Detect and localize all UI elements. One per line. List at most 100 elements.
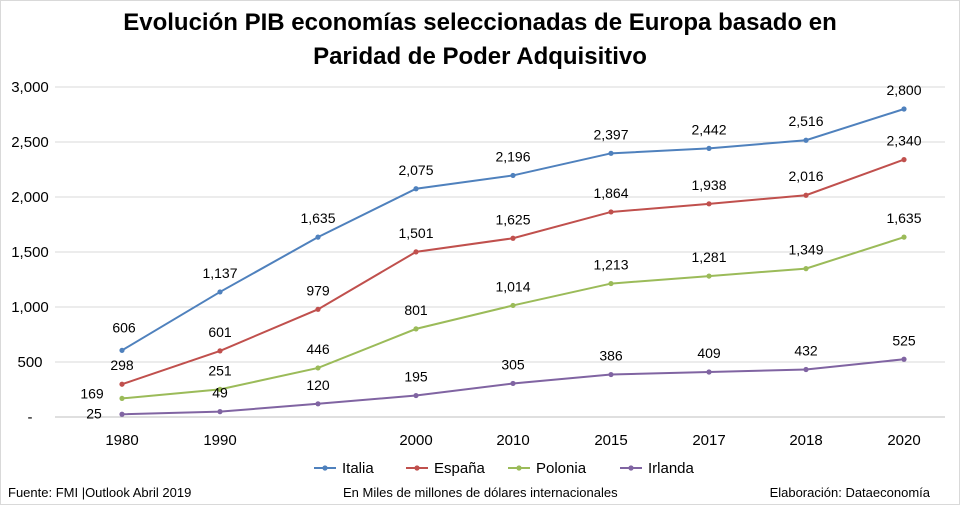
data-label: 1,501 xyxy=(398,225,433,241)
data-point xyxy=(803,192,809,198)
data-label: 2,800 xyxy=(886,82,921,98)
data-point xyxy=(901,106,907,112)
data-point xyxy=(413,326,419,332)
data-label: 606 xyxy=(112,319,136,335)
data-label: 2,016 xyxy=(788,168,823,184)
data-label: 195 xyxy=(404,369,428,385)
data-label: 2,397 xyxy=(593,126,628,142)
data-point xyxy=(706,145,712,151)
data-label: 1,137 xyxy=(202,265,237,281)
data-point xyxy=(803,137,809,143)
chart-title-line-1: Evolución PIB economías seleccionadas de… xyxy=(123,9,837,36)
chart-title: Evolución PIB economías seleccionadas de… xyxy=(0,6,960,74)
data-point xyxy=(706,369,712,375)
data-point xyxy=(510,380,516,387)
data-point xyxy=(315,401,321,407)
data-label: 169 xyxy=(80,385,104,401)
data-label: 25 xyxy=(86,405,102,421)
x-tick-label: 2000 xyxy=(399,432,432,449)
data-point xyxy=(119,411,125,417)
data-label: 1,625 xyxy=(495,211,530,227)
y-tick-label: 1,000 xyxy=(11,299,49,316)
data-label: 1,864 xyxy=(593,185,628,201)
x-tick-label: 1980 xyxy=(105,432,138,449)
data-point xyxy=(217,386,223,392)
y-axis: - 500 1,000 1,500 2,000 2,500 3,000 xyxy=(11,79,49,426)
data-point xyxy=(413,392,419,399)
data-label: 409 xyxy=(697,345,721,361)
x-tick-label: 2017 xyxy=(692,432,725,449)
legend-label: Irlanda xyxy=(648,460,695,477)
legend: Italia España Polonia Irlanda xyxy=(314,460,695,477)
x-axis: 1980 1990 2000 2010 2015 2017 2018 2020 xyxy=(55,416,945,449)
legend-marker xyxy=(516,465,522,471)
data-point xyxy=(119,395,125,402)
legend-label: Italia xyxy=(342,460,374,477)
x-tick-label: 2020 xyxy=(887,432,920,449)
data-label: 2,442 xyxy=(691,121,726,137)
data-label: 1,281 xyxy=(691,249,726,265)
y-tick-label: 2,000 xyxy=(11,189,49,206)
data-label: 1,213 xyxy=(593,257,628,273)
data-label: 2,196 xyxy=(495,148,530,164)
data-labels: 606 1,137 1,635 2,075 2,196 2,397 2,442 2,516 2,… xyxy=(80,82,921,421)
data-point xyxy=(608,209,614,215)
footer-units: En Miles de millones de dólares internac… xyxy=(343,485,618,500)
legend-marker xyxy=(322,465,328,471)
data-point xyxy=(510,172,516,179)
data-point xyxy=(608,280,614,287)
data-label: 298 xyxy=(110,357,134,373)
data-point xyxy=(803,366,809,373)
data-label: 601 xyxy=(208,324,232,340)
x-tick-label: 1990 xyxy=(203,432,236,449)
data-point xyxy=(217,409,223,415)
y-tick-label: 3,000 xyxy=(11,79,49,96)
footer-credit: Elaboración: Dataeconomía xyxy=(769,485,930,500)
data-label: 979 xyxy=(306,282,330,298)
data-point xyxy=(901,234,907,240)
legend-marker xyxy=(414,465,420,471)
data-point xyxy=(315,234,321,240)
data-point xyxy=(413,186,419,192)
data-label: 801 xyxy=(404,302,428,318)
series-lines xyxy=(119,106,907,417)
data-label: 2,516 xyxy=(788,113,823,129)
data-point xyxy=(119,381,125,387)
data-label: 386 xyxy=(599,348,623,364)
data-label: 432 xyxy=(794,342,818,358)
data-label: 2,340 xyxy=(886,133,921,149)
y-tick-label: 2,500 xyxy=(11,134,49,151)
data-point xyxy=(608,371,614,378)
data-label: 1,635 xyxy=(300,210,335,226)
y-tick-label: 1,500 xyxy=(11,244,49,261)
data-point xyxy=(119,347,125,353)
data-point xyxy=(510,302,516,309)
data-label: 305 xyxy=(501,356,525,372)
data-point xyxy=(217,289,223,295)
x-tick-label: 2010 xyxy=(496,432,529,449)
data-label: 2,075 xyxy=(398,162,433,178)
data-point xyxy=(706,273,712,279)
data-point xyxy=(901,356,907,362)
data-label: 251 xyxy=(208,362,232,378)
data-point xyxy=(608,150,614,156)
data-point xyxy=(803,266,809,272)
data-label: 1,635 xyxy=(886,210,921,226)
footer-source: Fuente: FMI |Outlook Abril 2019 xyxy=(8,485,192,500)
data-point xyxy=(510,235,516,241)
data-point xyxy=(315,306,321,312)
series-line-italia xyxy=(121,108,905,352)
data-label: 120 xyxy=(306,377,330,393)
y-tick-label: - xyxy=(28,409,33,426)
data-point xyxy=(413,249,419,255)
data-label: 1,938 xyxy=(691,177,726,193)
data-label: 1,014 xyxy=(495,278,530,294)
legend-marker xyxy=(628,465,634,471)
data-label: 1,349 xyxy=(788,242,823,258)
series-line-polonia xyxy=(121,236,905,400)
data-label: 446 xyxy=(306,341,330,357)
series-line-españa xyxy=(121,158,905,386)
data-point xyxy=(217,348,223,354)
data-point xyxy=(706,201,712,207)
